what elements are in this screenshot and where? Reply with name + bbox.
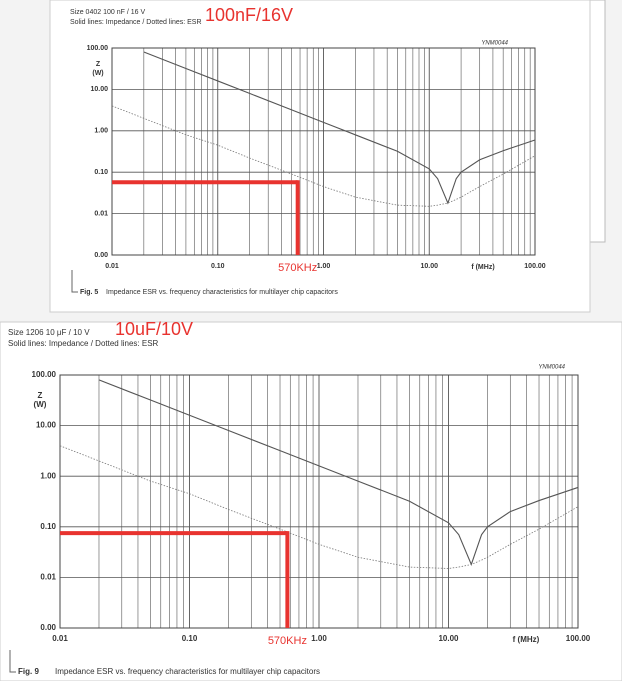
plot-frame — [111, 47, 536, 256]
y-axis-unit: (W) — [34, 400, 47, 409]
x-tick-label: 0.01 — [105, 263, 119, 270]
panel — [49, 0, 591, 313]
plot-frame — [59, 374, 579, 629]
figure-caption: Impedance ESR vs. frequency characterist… — [106, 289, 338, 296]
marker-label: 570KHz — [268, 635, 307, 647]
x-axis-label: f (MHz) — [513, 635, 540, 644]
figure-code: YNM0044 — [481, 41, 508, 47]
chart-subtitle: Solid lines: Impedance / Dotted lines: E… — [8, 339, 159, 348]
y-tick-label: 0.01 — [94, 210, 108, 217]
figure-code: YNM0044 — [538, 365, 565, 371]
figure-bracket — [71, 270, 78, 293]
series-line — [98, 379, 579, 567]
x-tick-label: 1.00 — [317, 263, 331, 270]
y-tick-label: 100.00 — [32, 370, 57, 379]
y-tick-label: 0.10 — [40, 522, 56, 531]
x-axis-label: f (MHz) — [471, 264, 494, 271]
x-tick-label: 0.10 — [211, 263, 225, 270]
x-tick-label: 1.00 — [311, 634, 327, 643]
series-line — [143, 51, 536, 205]
annotation: 10uF/10V — [115, 319, 193, 339]
figure-caption: Impedance ESR vs. frequency characterist… — [55, 667, 320, 676]
figure-number: Fig. 5 — [80, 289, 98, 296]
y-tick-label: 0.01 — [40, 573, 56, 582]
x-tick-label: 0.10 — [182, 634, 198, 643]
y-tick-label: 1.00 — [40, 471, 56, 480]
series-line — [111, 105, 536, 207]
chart-title: Size 0402 100 nF / 16 V — [70, 9, 145, 16]
x-tick-label: 10.00 — [438, 634, 459, 643]
y-tick-label: 0.00 — [94, 252, 108, 259]
x-tick-label: 0.01 — [52, 634, 68, 643]
y-axis-label: Z — [96, 61, 101, 68]
chart-subtitle: Solid lines: Impedance / Dotted lines: E… — [70, 19, 202, 26]
y-axis-label: Z — [38, 391, 43, 400]
x-tick-label: 100.00 — [524, 263, 546, 270]
x-tick-label: 10.00 — [420, 263, 438, 270]
y-tick-label: 0.00 — [40, 623, 56, 632]
series-line — [59, 445, 579, 569]
annotation: 100nF/16V — [205, 5, 293, 25]
y-tick-label: 100.00 — [87, 45, 109, 52]
y-tick-label: 0.10 — [94, 169, 108, 176]
y-tick-label: 10.00 — [90, 86, 108, 93]
panel — [0, 321, 622, 681]
marker-label: 570KHz — [278, 262, 317, 274]
y-tick-label: 1.00 — [94, 128, 108, 135]
y-tick-label: 10.00 — [36, 421, 57, 430]
figure-number: Fig. 9 — [18, 667, 39, 676]
figure-bracket — [9, 650, 16, 673]
y-axis-unit: (W) — [92, 70, 103, 77]
x-tick-label: 100.00 — [566, 634, 591, 643]
chart-title: Size 1206 10 μF / 10 V — [8, 328, 90, 337]
